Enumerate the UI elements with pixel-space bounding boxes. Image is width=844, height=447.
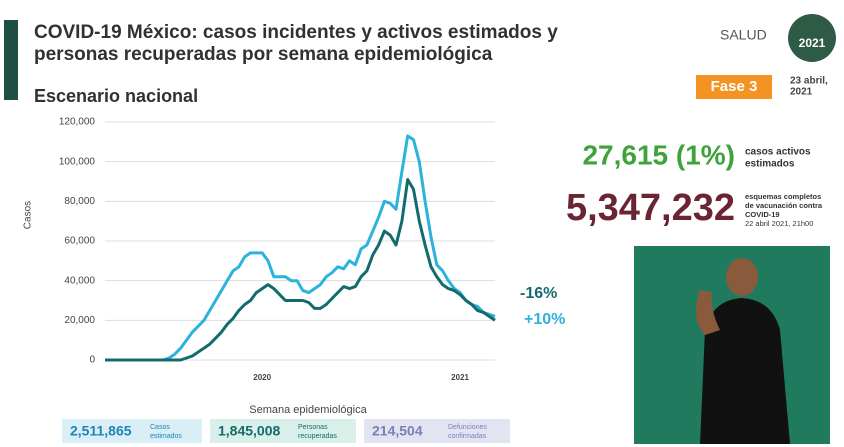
badge-text: 2021 (799, 36, 826, 50)
box-value: 1,845,008 (218, 423, 280, 439)
active-label: estimados (745, 159, 795, 170)
y-axis-label: Casos (23, 201, 34, 229)
annotation: +10% (524, 311, 565, 328)
date: 23 abril, (790, 76, 828, 87)
vac-label: COVID-19 (745, 210, 780, 219)
box-label: Personas (298, 424, 328, 431)
logo: SALUD (720, 27, 767, 43)
box-label: estimados (150, 433, 182, 440)
phase: Fase 3 (711, 78, 758, 95)
vac-label: 22 abril 2021, 21h00 (745, 219, 813, 228)
box-label: recuperadas (298, 433, 337, 440)
series-line (105, 134, 496, 362)
y-tick-label: 20,000 (64, 315, 95, 326)
x-tick-label: 2021 (451, 373, 469, 382)
badge (788, 14, 836, 62)
subtitle: Escenario nacional (34, 86, 198, 106)
x-tick-label: 2020 (253, 373, 271, 382)
y-tick-label: 80,000 (64, 196, 95, 207)
y-tick-label: 60,000 (64, 236, 95, 247)
y-tick-label: 40,000 (64, 275, 95, 286)
title: COVID-19 México: casos incidentes y acti… (34, 22, 558, 43)
annotation: -16% (520, 285, 557, 302)
box-label: Defunciones (448, 424, 487, 431)
accent-bar (4, 20, 18, 100)
box-value: 214,504 (372, 423, 423, 439)
active-cases: 27,615 (1%) (582, 139, 735, 170)
vac-label: esquemas completos (745, 192, 821, 201)
series-line (105, 178, 496, 362)
vaccines: 5,347,232 (566, 187, 735, 229)
box-label: confirmadas (448, 433, 487, 440)
summary-boxes (62, 419, 510, 443)
x-axis-label: Semana epidemiológica (249, 404, 367, 416)
title: personas recuperadas por semana epidemio… (34, 44, 493, 65)
y-tick-label: 100,000 (59, 156, 96, 167)
y-tick-label: 0 (89, 355, 95, 366)
date: 2021 (790, 87, 813, 98)
interpreter-video (634, 246, 830, 444)
phase-box (696, 75, 772, 99)
box-label: Casos (150, 424, 170, 431)
y-tick-label: 120,000 (59, 117, 96, 128)
box-value: 2,511,865 (70, 423, 132, 439)
vac-label: de vacunación contra (745, 201, 823, 210)
active-label: casos activos (745, 147, 811, 158)
